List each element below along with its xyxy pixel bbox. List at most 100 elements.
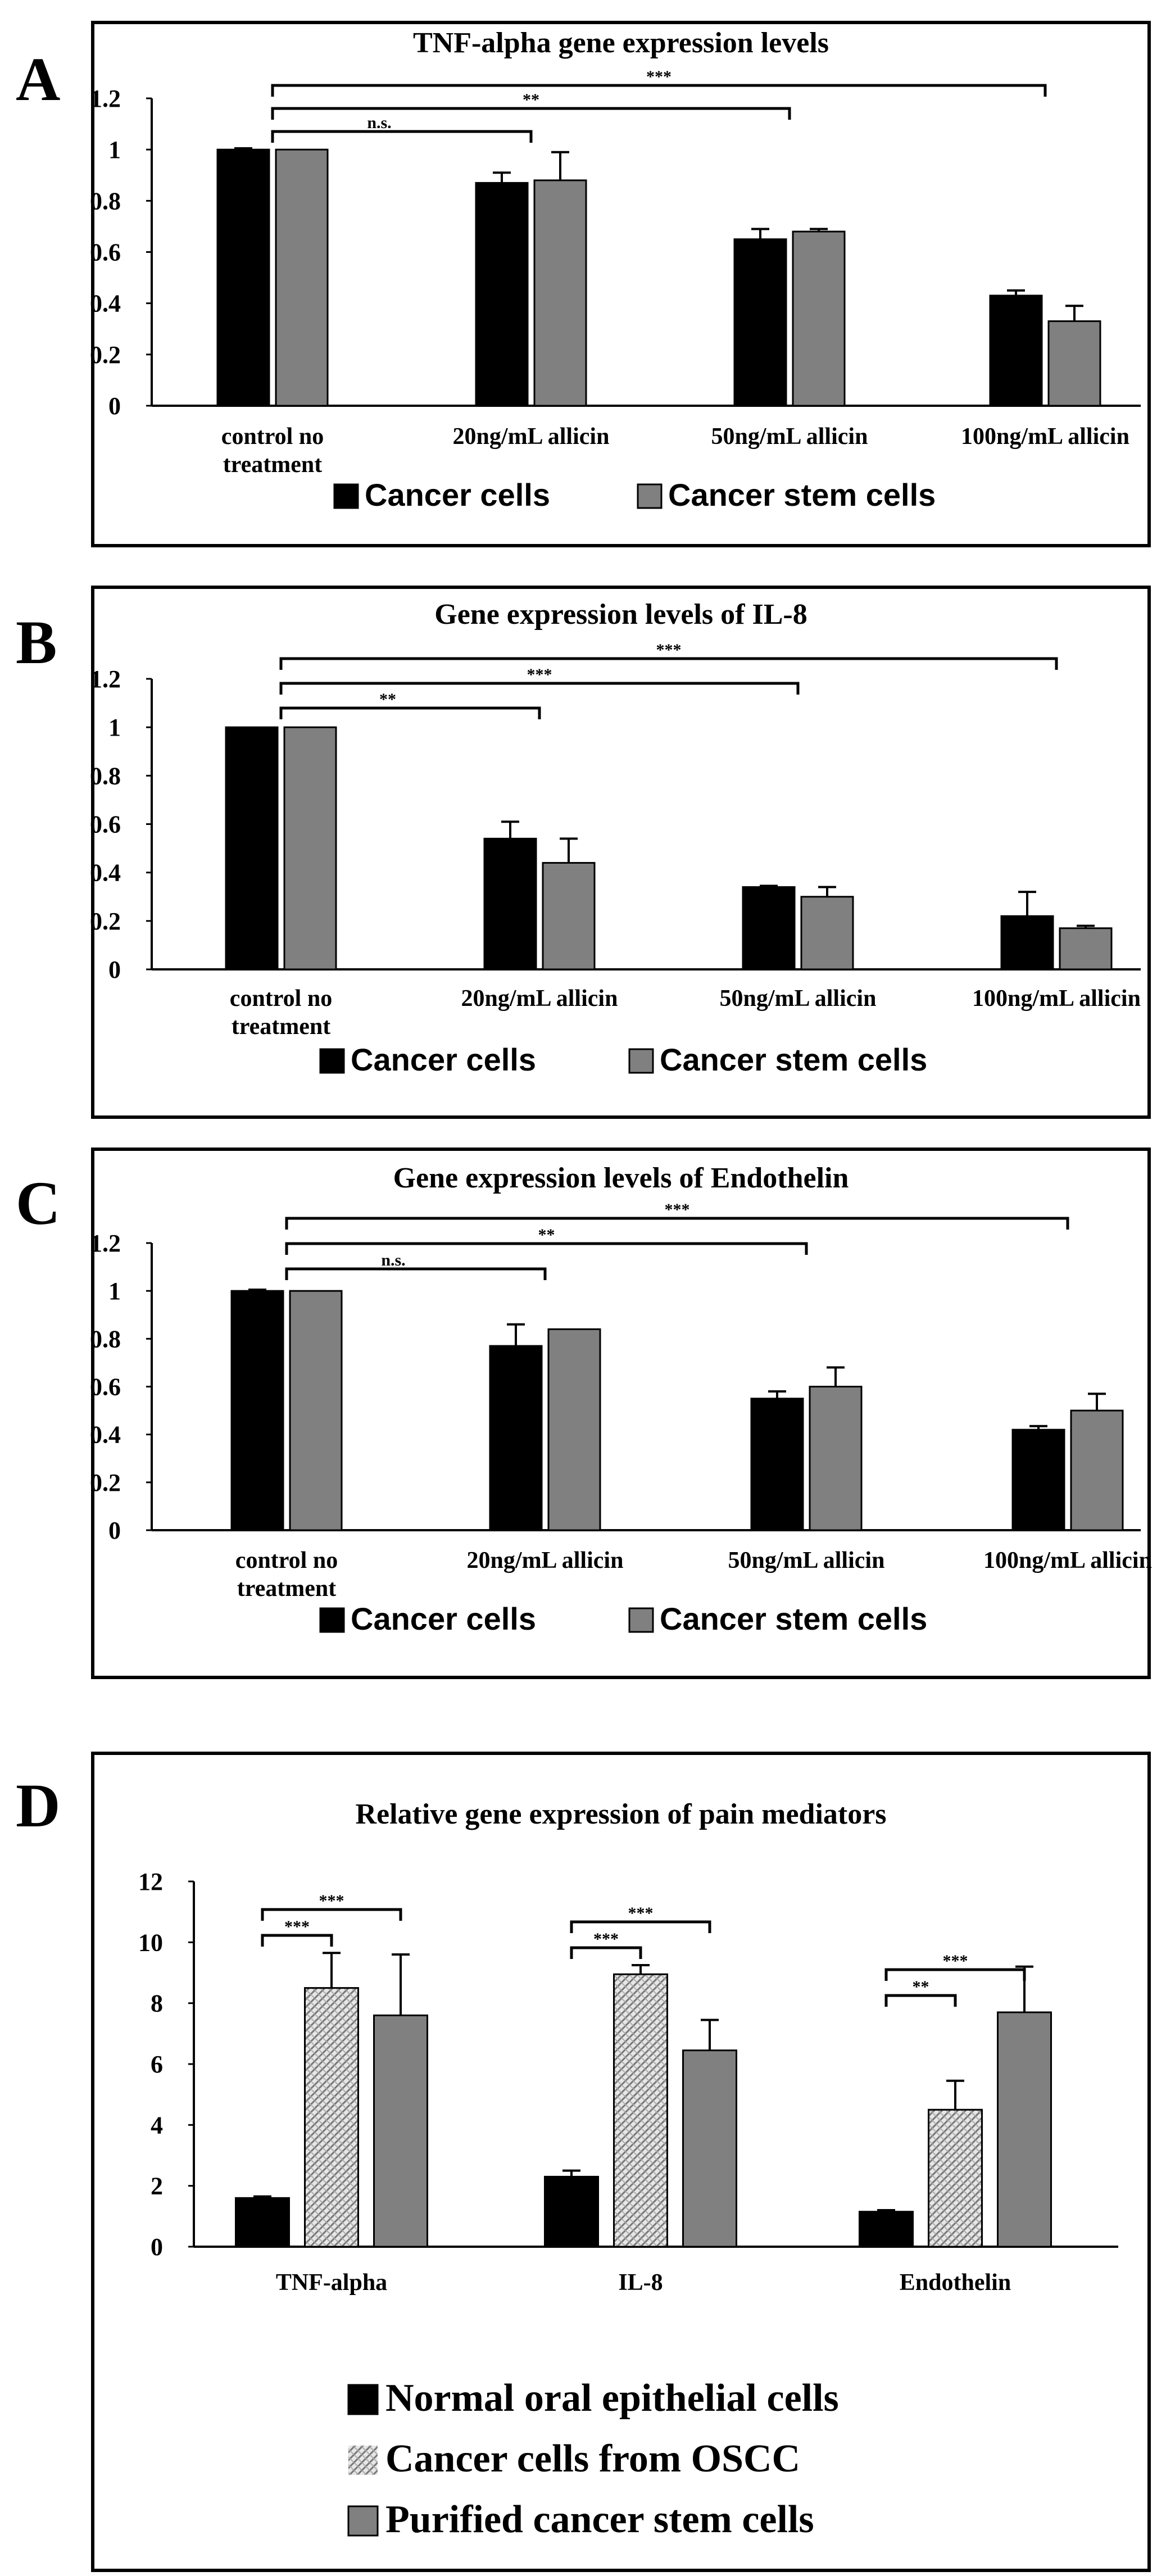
- bar: [547, 1328, 601, 1531]
- significance-label: **: [913, 1978, 929, 1996]
- significance-bracket: [884, 1968, 1026, 1981]
- significance-bracket: [285, 1267, 547, 1280]
- bar: [225, 726, 279, 970]
- bar: [275, 148, 329, 407]
- panel-letter-b: B: [16, 608, 57, 677]
- legend-swatch: [333, 483, 359, 509]
- panel-d-frame: [91, 1752, 1151, 2572]
- legend-label: Cancer cells: [351, 1042, 536, 1077]
- bar: [373, 2014, 428, 2248]
- bar: [1070, 1409, 1124, 1531]
- legend-swatch: [348, 2446, 378, 2475]
- legend-swatch: [347, 2384, 379, 2415]
- panel-c: Gene expression levels of Endothelin 0 0.…: [90, 1148, 1152, 1679]
- significance-label: ***: [943, 1952, 968, 1970]
- significance-label: ***: [527, 665, 552, 684]
- bar: [542, 861, 596, 970]
- x-category-label: 20ng/mL allicin: [461, 986, 618, 1012]
- bar: [997, 2011, 1052, 2248]
- y-tick-label: 1.2: [90, 665, 121, 693]
- bar: [283, 726, 337, 970]
- y-tick-label: 0.6: [90, 239, 121, 266]
- legend-swatch: [347, 2505, 379, 2537]
- y-tick-label: 0.4: [90, 1421, 121, 1449]
- legend-label: Cancer cells: [365, 477, 550, 513]
- bar: [230, 1290, 284, 1531]
- panel-b-frame: [91, 586, 1151, 1119]
- bar: [682, 2049, 737, 2248]
- significance-bracket: [570, 1920, 711, 1933]
- significance-bracket: [285, 1242, 808, 1255]
- bar: [289, 1290, 343, 1531]
- significance-label: ***: [319, 1892, 344, 1910]
- y-tick-label: 0.4: [90, 859, 121, 887]
- legend-swatch: [319, 1048, 345, 1074]
- significance-bracket: [570, 1946, 642, 1959]
- x-category-label: 100ng/mL allicin: [961, 424, 1129, 450]
- y-tick-label: 6: [151, 2051, 163, 2078]
- x-category-label: control no: [221, 424, 324, 450]
- bar: [216, 148, 270, 407]
- bar: [483, 837, 537, 970]
- bar: [475, 182, 529, 407]
- panel-b: Gene expression levels of IL-8 0 0.2 0.4 0.…: [90, 586, 1151, 1119]
- significance-label: ***: [646, 67, 672, 86]
- y-tick-label: 0: [108, 1517, 121, 1544]
- legend-swatch: [319, 1607, 345, 1633]
- y-tick-label: 0.8: [90, 1325, 121, 1353]
- y-tick-label: 0.2: [90, 1469, 121, 1496]
- bar: [742, 886, 796, 970]
- y-tick-label: 8: [151, 1990, 163, 2017]
- legend-swatch: [628, 1048, 654, 1074]
- legend-swatch: [637, 483, 663, 509]
- bar: [928, 2108, 983, 2248]
- y-tick-label: 0.2: [90, 908, 121, 935]
- y-tick-label: 0.4: [90, 290, 121, 318]
- x-category-label: TNF-alpha: [276, 2270, 387, 2296]
- bar: [1011, 1428, 1065, 1531]
- legend-label: Normal oral epithelial cells: [385, 2377, 839, 2420]
- chart-title: TNF-alpha gene expression levels: [413, 27, 829, 59]
- bar: [489, 1345, 543, 1531]
- bar: [792, 230, 846, 407]
- significance-label: ***: [628, 1904, 654, 1922]
- significance-bracket: [271, 107, 791, 120]
- significance-bracket: [261, 1908, 402, 1921]
- y-tick-label: 0.2: [90, 341, 121, 369]
- significance-bracket: [279, 682, 800, 695]
- x-category-label: control no: [230, 986, 332, 1012]
- x-category-label: treatment: [232, 1014, 330, 1040]
- x-category-label: 100ng/mL allicin: [983, 1548, 1152, 1573]
- y-tick-label: 4: [151, 2111, 163, 2139]
- panel-c-frame: [91, 1148, 1151, 1679]
- significance-bracket: [279, 657, 1058, 670]
- chart-title: Gene expression levels of Endothelin: [393, 1162, 849, 1194]
- significance-bracket: [884, 1994, 957, 2007]
- significance-label: ***: [593, 1930, 619, 1948]
- legend-label: Cancer cells: [351, 1601, 536, 1636]
- x-category-label: treatment: [237, 1576, 336, 1602]
- x-category-label: 50ng/mL allicin: [711, 424, 868, 450]
- y-tick-label: 10: [138, 1929, 163, 1956]
- significance-bracket: [271, 84, 1047, 97]
- legend-swatch: [628, 1607, 654, 1633]
- significance-label: **: [379, 690, 396, 709]
- bar: [733, 238, 787, 407]
- significance-bracket: [261, 1934, 333, 1947]
- significance-label: ***: [656, 641, 682, 659]
- x-category-label: treatment: [223, 452, 322, 478]
- significance-bracket: [279, 706, 541, 719]
- panel-letter-c: C: [16, 1169, 60, 1237]
- y-tick-label: 0.6: [90, 1373, 121, 1401]
- significance-label: **: [523, 90, 539, 109]
- bar: [1047, 320, 1101, 407]
- x-category-label: IL-8: [618, 2270, 663, 2296]
- bar: [989, 294, 1043, 407]
- bar: [544, 2175, 599, 2248]
- panel-d: Relative gene expression of pain mediato…: [91, 1752, 1151, 2572]
- bar: [1059, 927, 1113, 970]
- bar: [800, 896, 854, 970]
- y-tick-label: 2: [151, 2173, 163, 2200]
